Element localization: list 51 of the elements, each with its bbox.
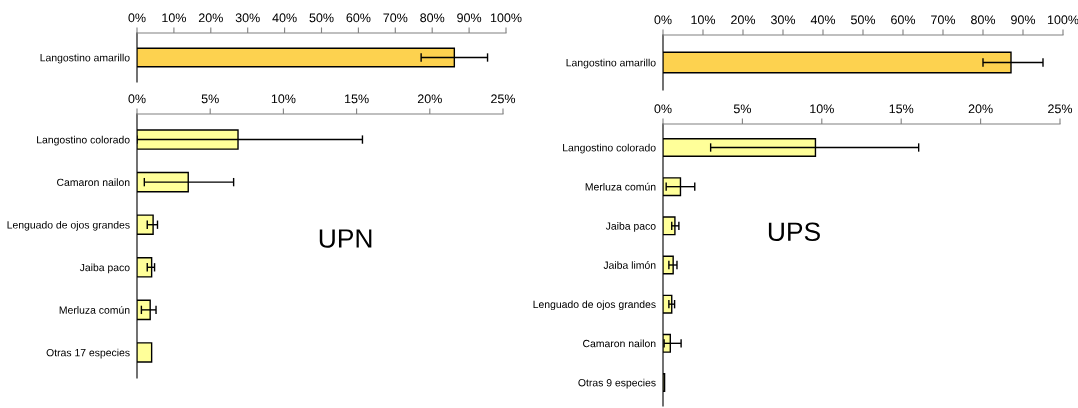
annotation: UPN [319, 229, 372, 248]
y-tick-label: Langostino colorado [563, 143, 656, 154]
x-tick-label: 50% [309, 13, 334, 23]
x-tick-label: 60% [346, 13, 371, 23]
x-tick-label: 5% [201, 94, 219, 104]
annotation: UPS [768, 222, 820, 242]
x-tick-label: 20% [198, 13, 223, 23]
x-tick-label: 30% [235, 13, 260, 23]
x-tick-label: 10% [162, 13, 186, 23]
x-tick-label: 20% [968, 104, 993, 114]
x-tick-label: 70% [931, 15, 956, 25]
x-tick-label: 0% [654, 15, 672, 25]
x-tick-label: 15% [345, 94, 369, 104]
x-tick-label: 50% [850, 15, 876, 25]
y-tick-label: Jaiba paco [79, 263, 130, 274]
x-tick-label: 0% [128, 13, 146, 23]
x-tick-label: 5% [733, 104, 751, 114]
x-tick-label: 30% [770, 15, 796, 25]
x-tick-label: 90% [457, 13, 482, 23]
x-tick-label: 90% [1011, 15, 1036, 25]
x-tick-label: 80% [420, 13, 445, 23]
x-tick-label: 25% [491, 94, 516, 104]
x-tick-label: 15% [889, 104, 914, 114]
x-tick-label: 70% [383, 13, 408, 23]
x-tick-label: 10% [691, 15, 716, 25]
y-tick-label: Otras 17 especies [46, 348, 130, 359]
x-tick-label: 10% [271, 94, 296, 104]
x-tick-label: 0% [128, 94, 146, 104]
y-tick-label: Langostino colorado [37, 135, 130, 146]
y-tick-label: Lenguado de ojos grandes [533, 300, 656, 311]
y-tick-label: Merluza común [585, 182, 656, 191]
y-tick-label: Merluza común [59, 305, 130, 314]
x-tick-label: 100% [490, 13, 522, 23]
x-tick-label: 0% [654, 104, 672, 114]
x-tick-label: 40% [810, 15, 836, 25]
x-tick-label: 20% [731, 15, 756, 25]
y-tick-label: Langostino amarillo [40, 53, 130, 64]
y-tick-label: Camaron nailon [57, 178, 130, 187]
x-tick-label: 60% [891, 15, 916, 25]
y-tick-label: Lenguado de ojos grandes [7, 220, 130, 231]
x-tick-label: 80% [971, 15, 996, 25]
y-tick-label: Jaiba limón [603, 261, 656, 269]
x-tick-label: 100% [1047, 15, 1078, 25]
x-tick-label: 20% [417, 94, 442, 104]
x-tick-label: 25% [1048, 104, 1073, 114]
y-tick-label: Otras 9 especies [578, 378, 656, 389]
y-tick-label: Camaron nailon [583, 339, 656, 348]
y-tick-label: Langostino amarillo [566, 58, 656, 69]
x-tick-label: 40% [272, 13, 297, 23]
x-tick-label: 10% [810, 104, 834, 114]
y-tick-label: Jaiba paco [605, 222, 656, 232]
